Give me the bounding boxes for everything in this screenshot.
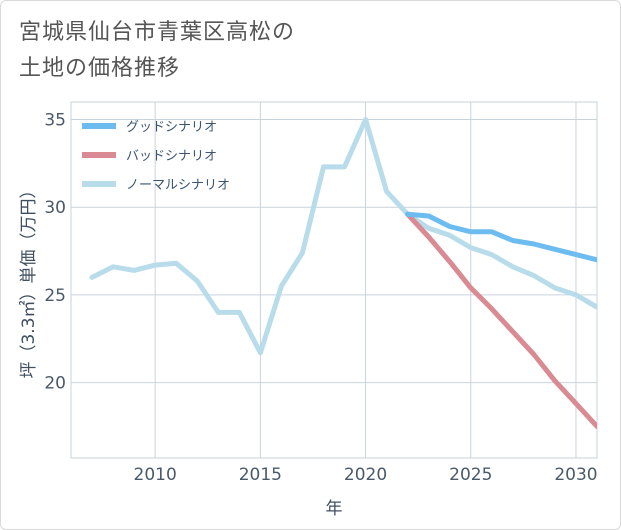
legend-label: バッドシナリオ bbox=[126, 149, 217, 164]
y-tick-label: 20 bbox=[44, 374, 66, 394]
x-axis-label: 年 bbox=[326, 499, 343, 519]
x-tick-label: 2010 bbox=[134, 465, 177, 485]
series-line-2 bbox=[89, 117, 597, 356]
chart-title: 宮城県仙台市青葉区高松の 土地の価格推移 bbox=[19, 15, 295, 87]
y-tick-label: 25 bbox=[44, 286, 66, 306]
chart-title-line-1: 宮城県仙台市青葉区高松の bbox=[19, 20, 296, 45]
series-line-0 bbox=[405, 211, 597, 263]
legend-label: ノーマルシナリオ bbox=[126, 178, 230, 193]
x-tick-label: 2020 bbox=[344, 465, 387, 485]
y-axis-label: 坪（3.3㎡）単価（万円） bbox=[19, 181, 39, 378]
series-line-1 bbox=[405, 211, 597, 429]
x-tick-label: 2015 bbox=[239, 465, 282, 485]
legend-label: グッドシナリオ bbox=[126, 120, 217, 135]
plot-area bbox=[70, 101, 598, 459]
y-tick-label: 35 bbox=[44, 111, 66, 131]
x-tick-label: 2030 bbox=[554, 465, 597, 485]
x-tick-label: 2025 bbox=[449, 465, 492, 485]
chart-title-line-2: 土地の価格推移 bbox=[19, 56, 181, 81]
y-tick-label: 30 bbox=[44, 198, 66, 218]
